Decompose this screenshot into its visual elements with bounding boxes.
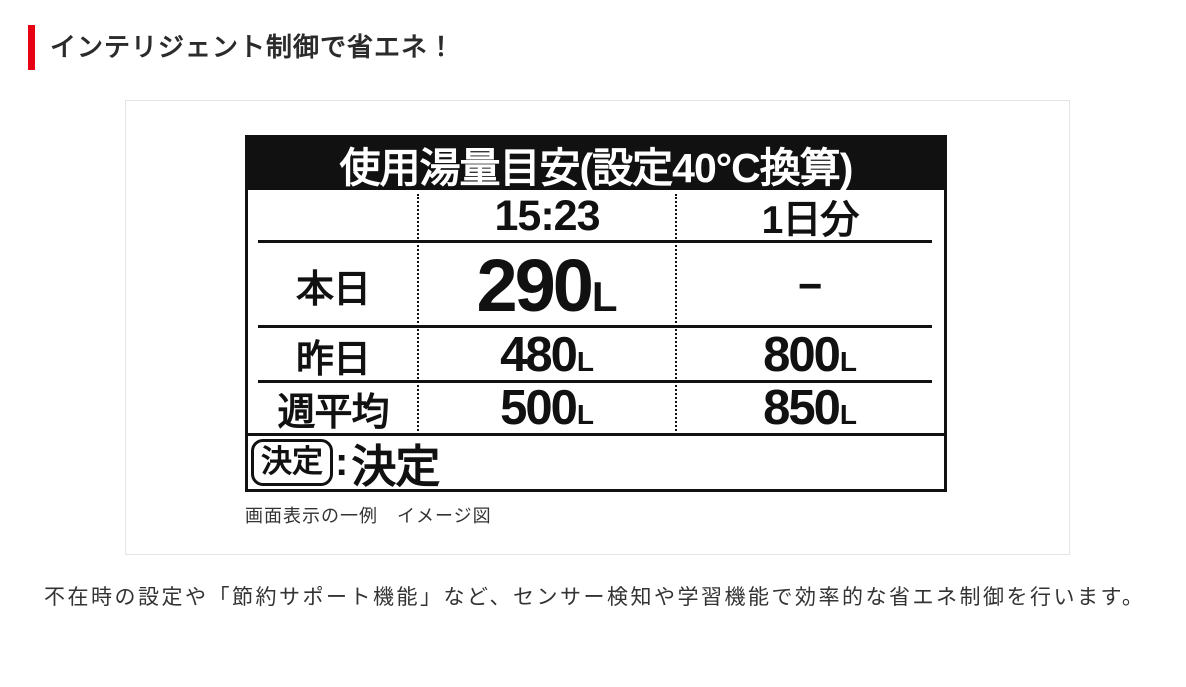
- row-day-value: 800 L: [676, 328, 944, 383]
- row-time-value: 500 L: [418, 383, 676, 433]
- row-divider-line: [258, 240, 932, 243]
- usage-unit: L: [591, 272, 618, 320]
- decide-action-label: 決定: [351, 441, 440, 492]
- table-row-yesterday: 昨日 480 L 800 L: [248, 328, 944, 383]
- table-row-weekly-average: 週平均 500 L 850 L: [248, 383, 944, 434]
- row-divider-line: [258, 380, 932, 383]
- lcd-footer-bar: 決定 : 決定: [248, 433, 944, 492]
- row-day-value: −: [797, 261, 823, 309]
- usage-value: 290: [476, 243, 593, 327]
- section-heading-title: インテリジェント制御で省エネ！: [50, 32, 456, 62]
- description-paragraph: 不在時の設定や「節約サポート機能」など、センサー検知や学習機能で効率的な省エネ制…: [44, 586, 1146, 609]
- usage-unit: L: [839, 346, 857, 377]
- header-empty-cell: [248, 190, 418, 243]
- lcd-display-panel: 使用湯量目安(設定40°C換算) 15:23 1日分 本日 290 L −: [245, 135, 947, 492]
- row-day-value: 850 L: [676, 383, 944, 433]
- row-label: 本日: [295, 269, 371, 311]
- usage-unit: L: [576, 398, 594, 430]
- heading-accent-bar: [28, 25, 35, 70]
- decide-button-glyph: 決定: [251, 439, 333, 486]
- row-time-value: 480 L: [418, 328, 676, 383]
- table-row-today: 本日 290 L −: [248, 243, 944, 328]
- header-time: 15:23: [494, 192, 601, 240]
- header-day: 1日分: [761, 198, 860, 242]
- usage-unit: L: [576, 346, 594, 377]
- usage-value: 500: [500, 380, 578, 435]
- table-header-row: 15:23 1日分: [248, 190, 944, 243]
- column-divider-dotted: [675, 194, 677, 431]
- usage-value: 850: [763, 380, 841, 435]
- usage-unit: L: [839, 398, 857, 430]
- decide-separator: :: [335, 440, 349, 484]
- row-time-value: 290 L: [418, 243, 676, 328]
- usage-value: 800: [763, 328, 841, 382]
- usage-table: 15:23 1日分 本日 290 L − 昨日 480: [248, 190, 944, 434]
- row-divider-line: [258, 325, 932, 328]
- figure-container: 使用湯量目安(設定40°C換算) 15:23 1日分 本日 290 L −: [125, 100, 1070, 555]
- row-label: 週平均: [277, 391, 389, 434]
- usage-value: 480: [500, 328, 578, 382]
- section-heading: インテリジェント制御で省エネ！: [28, 25, 455, 70]
- column-divider-dotted: [417, 194, 419, 431]
- lcd-title-bar: 使用湯量目安(設定40°C換算): [248, 138, 944, 190]
- figure-caption: 画面表示の一例 イメージ図: [245, 506, 492, 526]
- row-label: 昨日: [295, 339, 371, 381]
